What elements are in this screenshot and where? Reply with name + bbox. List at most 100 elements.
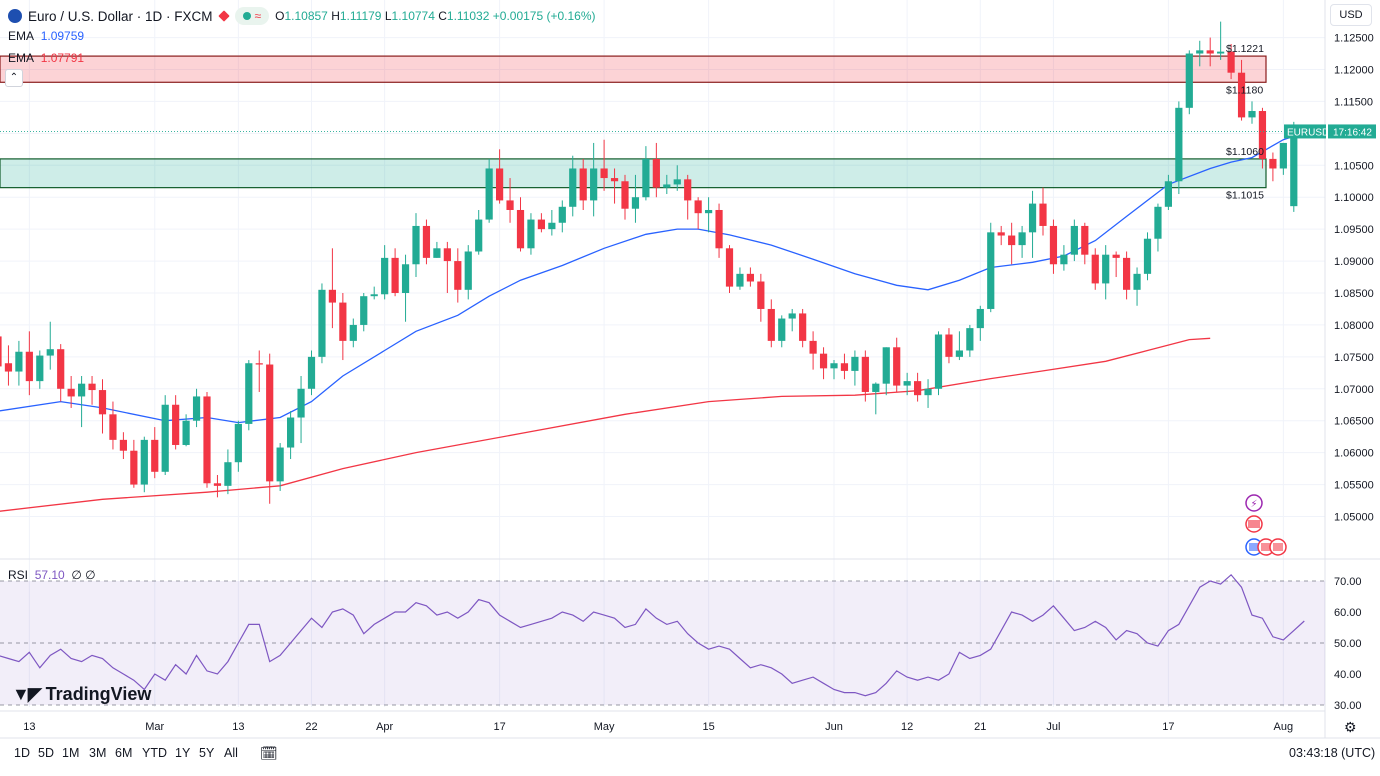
candle <box>130 439 138 488</box>
candle-body <box>109 414 117 440</box>
candle <box>997 225 1005 246</box>
rsi-band <box>0 581 1325 705</box>
event-flag-icon <box>1261 543 1271 551</box>
support-bottom-label: $1.1015 <box>1226 190 1264 202</box>
rsi-tick-label: 60.00 <box>1334 607 1362 619</box>
candle <box>172 395 180 450</box>
candle-body <box>1258 111 1267 159</box>
candle-body <box>684 179 692 201</box>
candle <box>840 353 849 380</box>
candle-body <box>1227 51 1235 73</box>
rsi-legend[interactable]: RSI 57.10 ∅ ∅ <box>8 568 96 582</box>
candle <box>381 245 389 300</box>
candle <box>1217 21 1225 60</box>
candle <box>694 197 702 230</box>
timeframe-all-button[interactable]: All <box>224 746 238 760</box>
candle <box>213 474 222 498</box>
settings-gear-icon[interactable]: ⚙ <box>1344 719 1357 735</box>
candle-body <box>1039 203 1047 226</box>
candle-body <box>182 420 190 445</box>
candle <box>579 158 587 210</box>
candle <box>788 308 796 332</box>
candle-body <box>412 225 420 265</box>
candle-body <box>1028 203 1037 233</box>
candle-body <box>307 356 316 389</box>
candle <box>1258 107 1267 169</box>
candle-body <box>57 349 65 389</box>
candle <box>496 149 504 204</box>
price-axis-bg <box>1325 0 1380 738</box>
events-layer[interactable]: ⚡ <box>1245 494 1287 556</box>
price-tick-label: 1.10500 <box>1334 160 1374 172</box>
time-tick-label: 12 <box>901 721 913 733</box>
candle-body <box>736 273 744 287</box>
candle <box>1164 174 1172 210</box>
candle <box>631 174 640 223</box>
candle-body <box>1237 72 1246 118</box>
rsi-tick-label: 50.00 <box>1334 638 1362 650</box>
market-closed-icon <box>217 10 230 22</box>
candle-body <box>934 334 943 389</box>
candle <box>422 219 431 265</box>
timeframe-5y-button[interactable]: 5Y <box>199 746 215 760</box>
candle-body <box>1206 50 1214 54</box>
candle-body <box>1269 158 1277 169</box>
candle <box>328 248 336 329</box>
candle <box>590 142 598 217</box>
calendar-range-icon[interactable]: 🗓 <box>260 745 278 761</box>
timeframe-3m-button[interactable]: 3M <box>89 746 107 760</box>
candle <box>746 267 754 287</box>
candle-body <box>590 168 598 201</box>
candle-body <box>1081 225 1089 255</box>
symbol-title[interactable]: Euro / U.S. Dollar · 1D · FXCM <box>28 8 213 24</box>
time-tick-label: Mar <box>145 721 164 733</box>
candle <box>1060 245 1068 271</box>
timeframe-5d-button[interactable]: 5D <box>38 746 54 760</box>
time-axis[interactable]: 13 Mar 13 22 Apr 17 May 15 Jun 12 21 Jul 17 Aug <box>0 710 1380 739</box>
price-axis[interactable]: 1.125001.120001.115001.110001.105001.100… <box>0 0 1380 738</box>
candle-body <box>1018 232 1026 246</box>
candles-layer <box>0 21 1298 504</box>
candle-body <box>496 168 504 201</box>
timeframe-6m-button[interactable]: 6M <box>115 746 133 760</box>
timeframe-1d-button[interactable]: 1D <box>14 746 30 760</box>
candle-body <box>88 383 96 391</box>
candle <box>516 197 525 252</box>
time-tick-label: Apr <box>376 721 393 733</box>
time-tick-label: 13 <box>232 721 244 733</box>
candle-body <box>25 351 33 382</box>
zone-labels-layer: $1.1221 $1.1180 $1.1060 $1.1015 <box>1226 43 1264 202</box>
candle <box>36 350 44 389</box>
ema-slow-legend[interactable]: EMA 1.07791 <box>8 51 85 65</box>
timeframe-ytd-button[interactable]: YTD <box>142 746 167 760</box>
candle-body <box>1185 53 1193 108</box>
candle <box>360 293 368 332</box>
candle-body <box>422 225 431 258</box>
ema-fast-line <box>0 116 1380 424</box>
candle <box>955 331 963 361</box>
candle <box>1237 59 1246 121</box>
candle <box>569 155 577 217</box>
candle-body <box>1154 206 1162 239</box>
currency-button[interactable]: USD <box>1330 4 1372 26</box>
timeframe-1m-button[interactable]: 1M <box>62 746 80 760</box>
candle <box>203 391 211 488</box>
eur-usd-flag-icon <box>8 9 22 23</box>
candle <box>1091 248 1099 290</box>
candle-body <box>715 209 723 249</box>
ema-fast-legend[interactable]: EMA 1.09759 <box>8 29 85 43</box>
candle-body <box>558 206 566 223</box>
candle <box>945 328 953 364</box>
price-tick-label: 1.06500 <box>1334 416 1374 428</box>
timeframe-1y-button[interactable]: 1Y <box>175 746 191 760</box>
candle <box>276 443 284 491</box>
candle-body <box>788 313 796 319</box>
collapse-legend-button[interactable]: ⌃ <box>5 69 23 87</box>
candle <box>893 337 901 392</box>
candle-body <box>245 363 253 424</box>
candle <box>652 142 660 198</box>
candle-body <box>234 423 242 463</box>
candle-body <box>360 296 368 325</box>
market-status-pill[interactable]: ≈ <box>234 7 270 25</box>
